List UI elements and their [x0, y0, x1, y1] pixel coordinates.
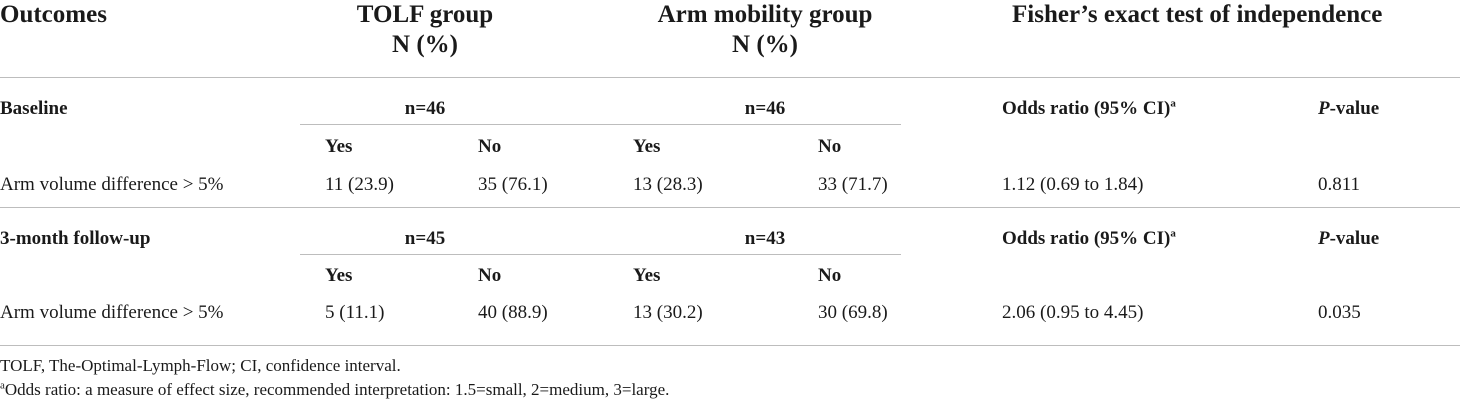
p-value-label-baseline: P-value — [1318, 98, 1380, 119]
p-value-followup: 0.035 — [1318, 302, 1361, 323]
arm-no-baseline: 33 (71.7) — [818, 174, 888, 195]
arm-n-followup: n=43 — [744, 228, 786, 249]
p-value-baseline: 0.811 — [1318, 174, 1361, 195]
tolf-yes-followup: 5 (11.1) — [325, 302, 385, 323]
section-label-followup: 3-month follow-up — [0, 228, 151, 249]
fisher-test-header: Fisher’s exact test of independence — [1012, 1, 1383, 28]
yes-label-tolf-followup: Yes — [325, 265, 353, 286]
no-label-arm-baseline: No — [818, 136, 842, 157]
odds-ratio-value-baseline: 1.12 (0.69 to 1.84) — [1002, 174, 1144, 195]
yes-label-arm-followup: Yes — [633, 265, 661, 286]
tolf-n-baseline: n=46 — [404, 98, 446, 119]
odds-ratio-value-followup: 2.06 (0.95 to 4.45) — [1002, 302, 1144, 323]
tolf-group-header: TOLF group — [356, 1, 494, 28]
arm-yes-followup: 13 (30.2) — [633, 302, 703, 323]
outcomes-header: Outcomes — [0, 1, 107, 28]
odds-ratio-label-followup: Odds ratio (95% CI)a — [1002, 227, 1176, 249]
odds-ratio-label-baseline: Odds ratio (95% CI)a — [1002, 97, 1176, 119]
arm-n-percent-header: N (%) — [732, 31, 798, 58]
footnote-odds-ratio: aOdds ratio: a measure of effect size, r… — [0, 379, 670, 399]
section-label-baseline: Baseline — [0, 98, 68, 119]
row-label-followup: Arm volume difference > 5% — [0, 302, 224, 323]
yes-label-tolf-baseline: Yes — [325, 136, 353, 157]
table-bottom-rule — [0, 345, 1460, 346]
no-label-tolf-followup: No — [478, 265, 502, 286]
footnote-abbreviations: TOLF, The-Optimal-Lymph-Flow; CI, confid… — [0, 356, 401, 375]
no-label-arm-followup: No — [818, 265, 842, 286]
tolf-n-followup: n=45 — [404, 228, 446, 249]
section-rule — [0, 207, 1460, 208]
group-rule-followup — [300, 254, 901, 255]
arm-yes-baseline: 13 (28.3) — [633, 174, 703, 195]
group-rule-baseline — [300, 124, 901, 125]
header-rule — [0, 77, 1460, 78]
tolf-no-baseline: 35 (76.1) — [478, 174, 548, 195]
arm-n-baseline: n=46 — [744, 98, 786, 119]
tolf-yes-baseline: 11 (23.9) — [325, 174, 394, 195]
tolf-no-followup: 40 (88.9) — [478, 302, 548, 323]
p-value-label-followup: P-value — [1318, 228, 1380, 249]
no-label-tolf-baseline: No — [478, 136, 502, 157]
arm-no-followup: 30 (69.8) — [818, 302, 888, 323]
tolf-n-percent-header: N (%) — [392, 31, 458, 58]
row-label-baseline: Arm volume difference > 5% — [0, 174, 224, 195]
arm-mobility-group-header: Arm mobility group — [657, 1, 873, 28]
yes-label-arm-baseline: Yes — [633, 136, 661, 157]
